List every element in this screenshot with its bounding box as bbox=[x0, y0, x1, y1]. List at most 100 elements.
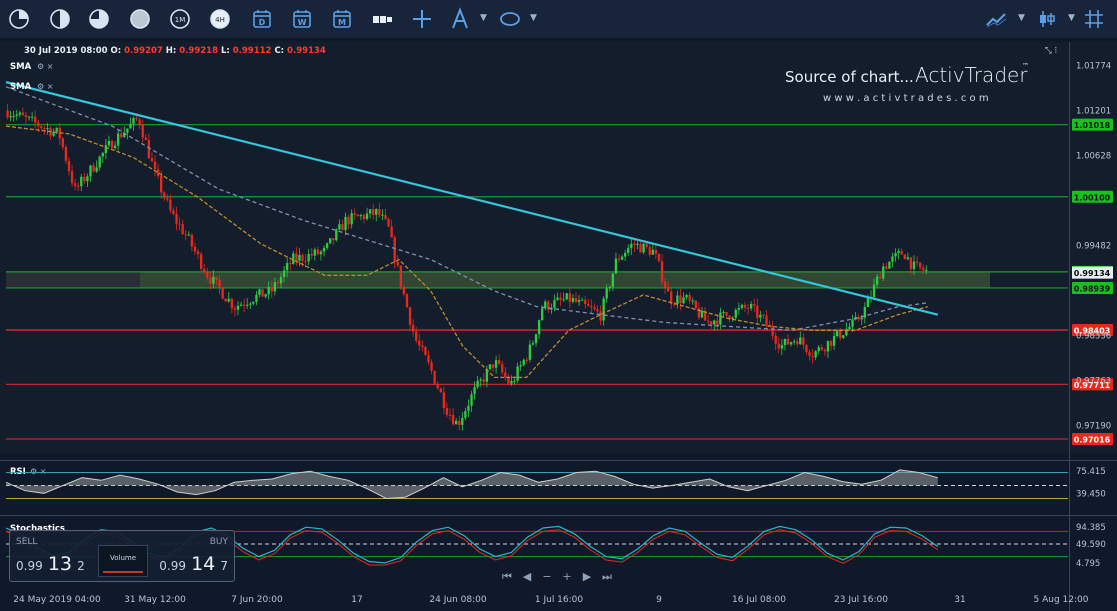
candle-body bbox=[40, 126, 43, 129]
candle-body bbox=[239, 304, 243, 306]
candle bbox=[390, 219, 393, 238]
chart-type-dropdown-icon[interactable]: ▼ bbox=[1068, 13, 1075, 23]
candle-body bbox=[590, 306, 593, 308]
candle bbox=[706, 314, 710, 325]
candle-body bbox=[753, 303, 756, 306]
candle bbox=[427, 350, 430, 366]
candle-body bbox=[95, 167, 98, 172]
candle bbox=[73, 178, 77, 191]
candle-body bbox=[461, 417, 464, 425]
candle bbox=[396, 255, 399, 268]
clock-full-icon[interactable] bbox=[128, 7, 152, 31]
candle-body bbox=[467, 405, 470, 411]
drawing-tools-icon[interactable] bbox=[448, 7, 472, 31]
candle-body bbox=[34, 116, 37, 123]
zoom-out-button[interactable]: − bbox=[542, 570, 552, 583]
candle-body bbox=[839, 330, 842, 338]
candle bbox=[792, 339, 796, 345]
candle bbox=[40, 125, 43, 131]
candle bbox=[700, 306, 704, 319]
candle-body bbox=[193, 246, 197, 252]
candle-body bbox=[802, 337, 805, 345]
clock-quarter-icon[interactable] bbox=[7, 7, 31, 31]
candle-body bbox=[915, 261, 919, 263]
timeframe-4h-icon[interactable]: 4H bbox=[208, 7, 232, 31]
candle bbox=[516, 362, 519, 384]
candle bbox=[206, 267, 209, 281]
candle bbox=[246, 298, 249, 309]
candle-body bbox=[476, 380, 479, 388]
ellipse-shape-dropdown-icon[interactable]: ▼ bbox=[530, 13, 537, 23]
ellipse-shape-icon[interactable] bbox=[498, 7, 522, 31]
candle-body bbox=[30, 116, 34, 118]
clock-half-icon[interactable] bbox=[48, 7, 72, 31]
timeframe-1m-icon[interactable]: 1M bbox=[168, 7, 192, 31]
candle bbox=[467, 399, 470, 418]
candle-body bbox=[783, 338, 787, 346]
candle-body bbox=[175, 213, 178, 224]
daily-calendar-icon[interactable]: D bbox=[250, 7, 274, 31]
buy-button[interactable]: BUY 0.99 14 7 bbox=[146, 531, 234, 581]
candle-body bbox=[282, 270, 286, 278]
candle-body bbox=[313, 249, 316, 256]
chart-type-icon[interactable] bbox=[1035, 7, 1059, 31]
candle-body bbox=[322, 247, 326, 252]
candle-body bbox=[602, 298, 605, 321]
candle bbox=[614, 252, 618, 275]
candle bbox=[630, 237, 633, 255]
nav-next-button[interactable]: ▶ bbox=[582, 570, 592, 583]
candle bbox=[184, 230, 187, 241]
zoom-in-button[interactable]: + bbox=[562, 570, 572, 583]
candle-body bbox=[651, 249, 654, 255]
candle-body bbox=[427, 355, 430, 363]
candle bbox=[215, 276, 218, 286]
candle bbox=[679, 288, 682, 311]
candle-body bbox=[528, 344, 532, 360]
indicator-dropdown-icon[interactable]: ▼ bbox=[1018, 13, 1025, 23]
volume-label: Volume bbox=[109, 554, 137, 562]
candle bbox=[528, 340, 532, 363]
watermark-brand: ActivTrader bbox=[915, 63, 1028, 87]
nav-first-button[interactable]: ⏮ bbox=[502, 570, 512, 583]
candle-type-icon[interactable] bbox=[370, 7, 394, 31]
candle bbox=[344, 212, 347, 236]
candle-body bbox=[836, 330, 839, 337]
candle-body bbox=[498, 360, 501, 364]
rsi-controls: ⚙ × bbox=[30, 467, 46, 476]
buy-price: 0.99 14 7 bbox=[159, 553, 228, 575]
candle bbox=[725, 312, 728, 317]
candle bbox=[584, 296, 587, 309]
nav-last-button[interactable]: ⏭ bbox=[602, 570, 612, 583]
close-value: 0.99134 bbox=[287, 46, 326, 56]
weekly-calendar-icon[interactable]: W bbox=[290, 7, 314, 31]
volume-box[interactable]: Volume bbox=[98, 545, 148, 577]
stoch-tick-1: 49.590 bbox=[1076, 540, 1106, 550]
candle-body bbox=[304, 260, 307, 262]
sell-button[interactable]: SELL 0.99 13 2 bbox=[10, 531, 98, 581]
candle bbox=[448, 408, 452, 421]
candle-body bbox=[255, 294, 258, 302]
crosshair-icon[interactable] bbox=[410, 7, 434, 31]
candle-body bbox=[848, 326, 851, 330]
indicator-line-icon[interactable] bbox=[985, 7, 1009, 31]
candle-body bbox=[104, 145, 108, 153]
candle bbox=[368, 208, 372, 219]
candle-body bbox=[765, 315, 768, 325]
candle bbox=[83, 172, 86, 184]
candle-body bbox=[135, 117, 138, 120]
candle bbox=[353, 208, 356, 220]
candle bbox=[565, 293, 568, 301]
grid-icon[interactable] bbox=[1082, 7, 1106, 31]
candle bbox=[67, 157, 71, 176]
monthly-calendar-icon[interactable]: M bbox=[330, 7, 354, 31]
candle bbox=[384, 208, 387, 221]
candle-body bbox=[442, 392, 446, 409]
candle-body bbox=[544, 301, 547, 309]
nav-prev-button[interactable]: ◀ bbox=[522, 570, 532, 583]
drawing-tools-dropdown-icon[interactable]: ▼ bbox=[480, 13, 487, 23]
candle bbox=[796, 338, 799, 348]
clock-three-quarter-icon[interactable] bbox=[87, 7, 111, 31]
candle bbox=[80, 173, 83, 192]
chart-area[interactable]: 1.010181.001000.991440.989390.984030.977… bbox=[0, 38, 1117, 611]
candle bbox=[178, 217, 181, 231]
